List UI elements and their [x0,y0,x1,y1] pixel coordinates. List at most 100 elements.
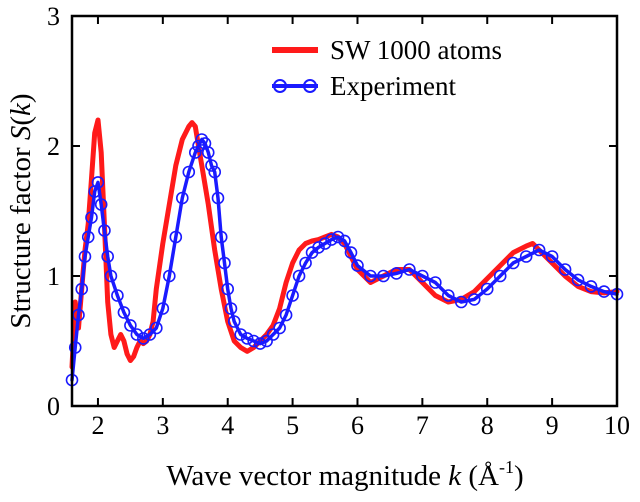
series-1-point-40 [247,334,260,348]
x-tick-label-4: 6 [351,411,364,440]
series-1-point-10 [98,224,111,237]
series-1-point-73 [571,273,585,287]
series-1-point-35 [221,282,235,296]
series-1-point-8 [91,176,105,189]
series-1-point-6 [85,211,98,224]
series-1-point-53 [331,230,345,244]
plot-frame [70,14,619,408]
series-1-point-13 [111,289,124,302]
y-axis-label-mid: ( [5,116,37,126]
x-tick-label-5: 7 [416,411,429,440]
series-1-point-50 [312,241,325,254]
series-1-point-33 [214,230,228,244]
x-tick-label-6: 8 [481,411,494,440]
x-axis-label-unit-open: (Å [461,460,499,492]
series-1-point-25 [188,146,202,159]
series-1-point-62 [429,276,442,289]
series-1-point-34 [218,256,231,270]
series-1-point-42 [260,334,273,348]
y-tick-label-2: 2 [47,132,60,161]
series-1-point-54 [338,234,351,248]
series-1-point-69 [519,250,533,263]
series-1-point-29 [201,146,215,159]
series-1-point-47 [292,269,306,283]
series-1-point-66 [480,282,494,296]
series-1-point-30 [205,159,218,172]
series-1-point-45 [279,308,293,322]
series-layer [65,117,624,387]
series-1-point-52 [325,233,338,246]
series-1-point-44 [273,321,286,335]
series-line-1 [70,137,619,382]
series-1-point-64 [454,295,468,309]
series-1-point-31 [208,165,222,179]
series-1-point-71 [545,250,559,263]
x-axis-label-prefix: Wave vector magnitude [166,460,448,492]
series-1-point-61 [416,269,429,283]
series-1-point-16 [130,328,144,341]
series-1-point-65 [467,293,481,306]
series-1-point-37 [227,315,241,328]
series-1-point-21 [163,269,176,283]
series-1-point-27 [195,133,209,146]
series-1-point-23 [175,191,189,205]
series-1-point-14 [117,306,131,319]
x-tick-label-7: 9 [546,411,559,440]
series-1-point-41 [253,337,267,350]
series-1-point-74 [584,280,598,293]
series-1-point-32 [211,191,225,205]
series-1-point-75 [597,285,611,298]
x-axis-label-unit-close: ) [514,460,524,492]
series-1-point-55 [344,246,358,259]
series-1-point-20 [156,302,170,315]
x-axis-label-unit-sup: -1 [499,457,514,477]
series-1-point-17 [137,332,150,345]
series-1-point-70 [532,243,546,257]
legend: SW 1000 atoms Experiment [272,35,502,101]
y-axis-label: Structure factor S(k) [5,93,37,328]
y-axis-label-var2: k [5,102,37,116]
x-axis-label: Wave vector magnitude k (Å-1) [166,457,523,492]
series-1-point-4 [78,250,92,263]
series-1-point-11 [101,250,114,263]
series-1-point-5 [81,230,95,244]
series-1-point-56 [351,259,364,272]
series-1-point-22 [169,230,183,244]
series-1-point-57 [364,269,377,283]
series-1-point-68 [506,256,520,270]
series-1-point-3 [75,282,89,296]
series-1-point-12 [104,269,118,283]
series-1-point-51 [318,237,332,250]
x-tick-label-0: 2 [91,411,104,440]
legend-marker-experiment-right [303,79,317,93]
series-1-point-26 [192,139,205,153]
series-1-point-46 [286,289,299,302]
y-axis-label-suffix: ) [5,93,37,103]
series-1-point-38 [234,328,247,341]
legend-marker-experiment-left [273,79,287,93]
tick-layer: 2 3 4 5 6 7 8 9 10 0 1 2 3 [47,2,630,440]
series-1-point-36 [224,302,238,315]
series-1-point-72 [558,263,572,276]
legend-label-sw: SW 1000 atoms [330,35,502,65]
series-1-point-39 [240,332,254,345]
x-tick-label-8: 10 [604,411,630,440]
legend-label-experiment: Experiment [330,71,456,101]
x-tick-label-1: 3 [156,411,169,440]
series-1-point-9 [94,198,108,211]
series-1-point-59 [390,267,403,280]
x-tick-label-3: 5 [286,411,299,440]
series-1-point-60 [403,263,416,276]
series-1-point-24 [182,165,196,179]
series-1-point-67 [493,269,507,283]
y-tick-label-3: 3 [47,2,60,31]
x-axis-label-var: k [448,460,462,492]
series-1-point-15 [124,319,137,332]
series-1-point-19 [150,321,163,335]
y-axis-label-var: S [5,125,37,140]
series-1-point-1 [68,341,82,354]
x-tick-label-2: 4 [221,411,234,440]
y-tick-label-0: 0 [47,392,60,421]
series-1-point-58 [377,269,390,283]
